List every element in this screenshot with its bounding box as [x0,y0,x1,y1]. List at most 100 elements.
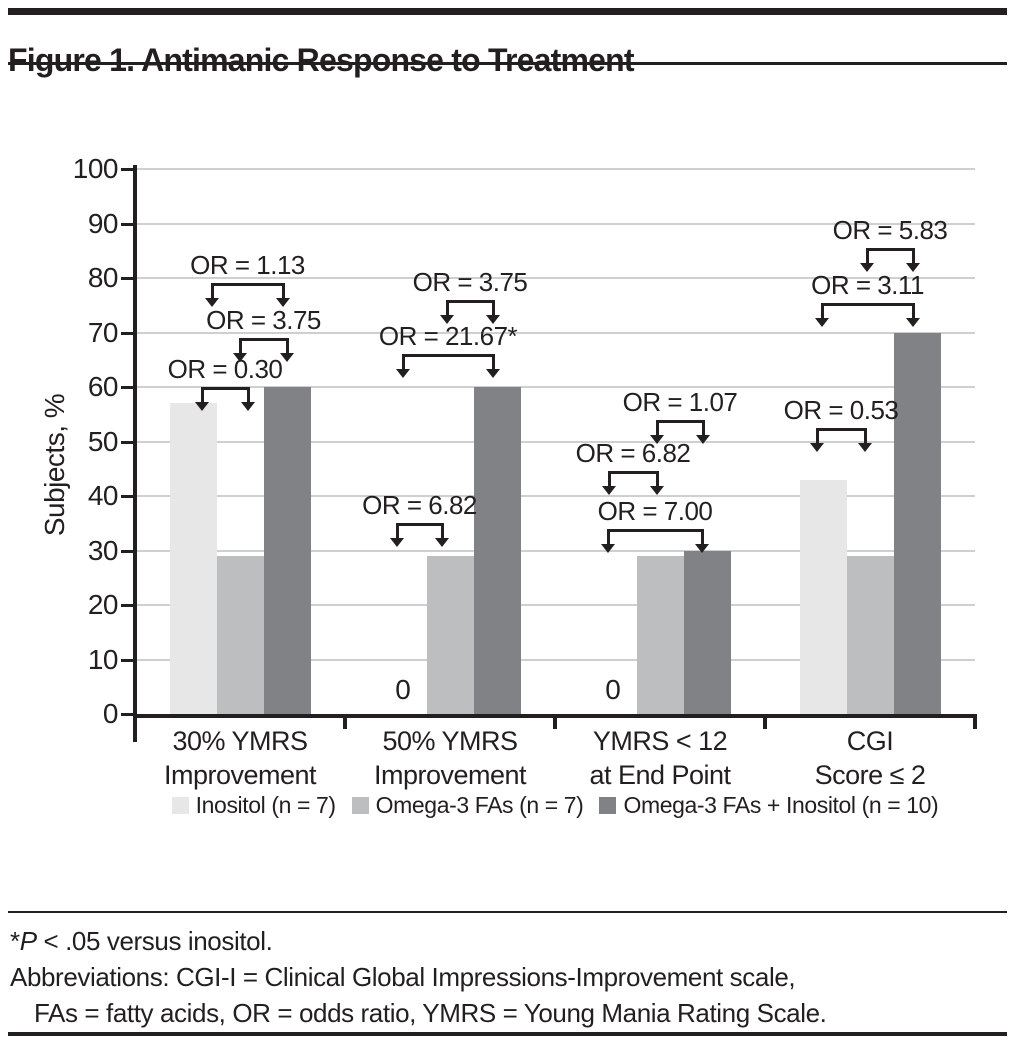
down-arrow-icon [195,402,209,411]
or-annotation-label: OR = 1.13 [190,250,305,281]
bar [216,555,264,714]
or-bracket [390,523,449,549]
y-gridline [135,549,975,552]
down-arrow-icon [810,442,824,452]
or-bracket [205,283,290,309]
down-arrow-icon [486,369,500,379]
or-annotation-label: OR = 1.07 [622,386,738,417]
bracket-bar [822,302,913,306]
bar [846,555,894,714]
bracket-stem [911,302,915,320]
y-axis-tick [121,386,135,389]
y-tick-label: 80 [87,262,119,293]
legend-label: Inositol (n = 7) [195,792,336,818]
y-tick-label: 20 [87,589,119,620]
bracket-stem [820,302,824,320]
x-axis-tick [763,714,767,729]
down-arrow-icon [233,352,247,362]
x-axis-tick [343,714,347,729]
y-gridline [135,222,975,225]
or-bracket [601,528,709,555]
bracket-stem [491,354,495,372]
bracket-stem [200,387,204,404]
down-arrow-icon [906,317,920,327]
bracket-bar [867,248,913,252]
down-arrow-icon [396,369,410,379]
or-bracket [650,419,710,446]
legend-item: Omega-3 FAs + Inositol (n = 10) [599,792,939,819]
down-arrow-icon [815,317,829,327]
down-arrow-icon [601,543,615,553]
legend-swatch-icon [351,797,369,814]
bracket-bar [657,419,703,423]
y-gridline [135,440,975,443]
bar [636,555,684,714]
zero-value-label: 0 [605,674,621,705]
bar-chart: Subjects, % 0 10 20 30 40 50 60 70 80 90 100 0 0 OR =… [39,153,977,790]
legend-label: Omega-3 FAs + Inositol (n = 10) [623,792,939,818]
category-label-line: 30% YMRS [172,726,308,756]
x-axis-tick [553,714,557,729]
bracket-stem [210,283,214,301]
bracket-stem [655,471,659,489]
bracket-bar [397,523,442,527]
bracket-stem [445,299,449,317]
bracket-stem [491,299,495,317]
down-arrow-icon [205,298,219,308]
y-gridline [135,331,975,334]
footnote-significance: *P < .05 versus inositol. [10,926,273,956]
bracket-stem [440,523,444,541]
or-annotation-label: OR = 21.67* [378,321,518,352]
or-annotation-label: OR = 7.00 [597,495,713,526]
y-axis-tick [121,495,135,498]
y-tick-label: 0 [102,698,119,729]
y-axis-tick [121,277,135,280]
category-label-line: 50% YMRS [382,726,518,756]
or-bracket [440,299,500,326]
or-annotation-label: OR = 3.75 [412,266,528,297]
bracket-stem [815,427,819,445]
y-tick-label: 70 [87,316,119,348]
bracket-bar [609,471,657,475]
down-arrow-icon [486,314,500,324]
bracket-bar [817,427,865,431]
zero-value-label: 0 [395,674,411,705]
or-bracket [195,387,255,413]
bracket-stem [401,354,405,372]
y-gridline [135,604,975,606]
y-gridline [135,658,975,661]
bracket-bar [212,283,283,287]
down-arrow-icon [695,543,709,553]
category-label-line: Improvement [163,760,317,790]
or-bracket [810,427,872,454]
footnote: *P < .05 versus inositol. Abbreviations:… [10,923,827,1031]
bracket-bar [447,299,493,303]
legend-swatch-icon [171,797,189,814]
y-tick-label: 100 [72,153,119,184]
bar [683,550,731,714]
chart-legend: Inositol (n = 7) Omega-3 FAs (n = 7) Omega… [135,792,975,819]
legend-label: Omega-3 FAs (n = 7) [375,792,584,818]
y-axis-tick [121,549,135,553]
y-axis-tick [121,168,135,171]
down-arrow-icon [390,538,404,548]
bar [169,403,217,714]
top-rule [8,8,1007,15]
category-label-line: YMRS < 12 [592,726,728,756]
footnote-rule-top [8,911,1007,913]
bracket-stem [865,248,869,266]
down-arrow-icon [650,486,664,496]
bracket-stem [281,283,285,301]
down-arrow-icon [696,434,710,444]
bracket-stem [863,427,867,445]
y-axis-tick [121,658,135,662]
bracket-stem [606,528,610,546]
down-arrow-icon [906,263,920,273]
footnote-rule-bottom [8,1032,1007,1036]
category-label-line: Improvement [373,760,527,790]
down-arrow-icon [435,538,449,548]
figure-title: Figure 1. Antimanic Response to Treatmen… [8,42,635,79]
bracket-stem [246,387,250,404]
or-bracket [860,248,920,274]
down-arrow-icon [650,434,664,444]
